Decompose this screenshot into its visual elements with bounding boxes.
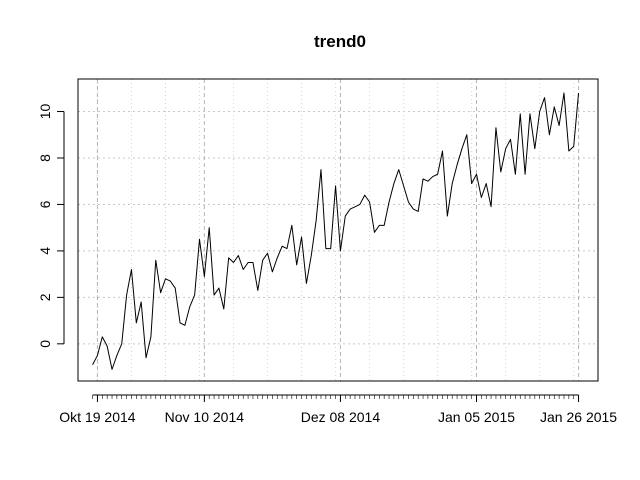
grid-lines [78, 79, 598, 381]
y-tick-label: 8 [37, 154, 53, 162]
axes: 0 2 4 6 8 10 Okt 19 2014 Nov 10 2014 Dez 08 2014… [37, 104, 617, 425]
x-tick-label: Okt 19 2014 [59, 409, 135, 425]
y-tick-label: 2 [37, 293, 53, 301]
chart-title: trend0 [314, 32, 366, 51]
y-tick-label: 0 [37, 340, 53, 348]
series-trend0 [92, 92, 580, 370]
plot-frame [77, 78, 599, 382]
y-tick-label: 10 [37, 104, 53, 120]
y-tick-label: 4 [37, 247, 53, 255]
x-tick-label: Nov 10 2014 [165, 409, 245, 425]
series-line-trend0 [92, 92, 580, 370]
x-tick-label: Jan 05 2015 [438, 409, 515, 425]
x-tick-label: Jan 26 2015 [540, 409, 617, 425]
y-tick-label: 6 [37, 200, 53, 208]
x-tick-label: Dez 08 2014 [301, 409, 381, 425]
